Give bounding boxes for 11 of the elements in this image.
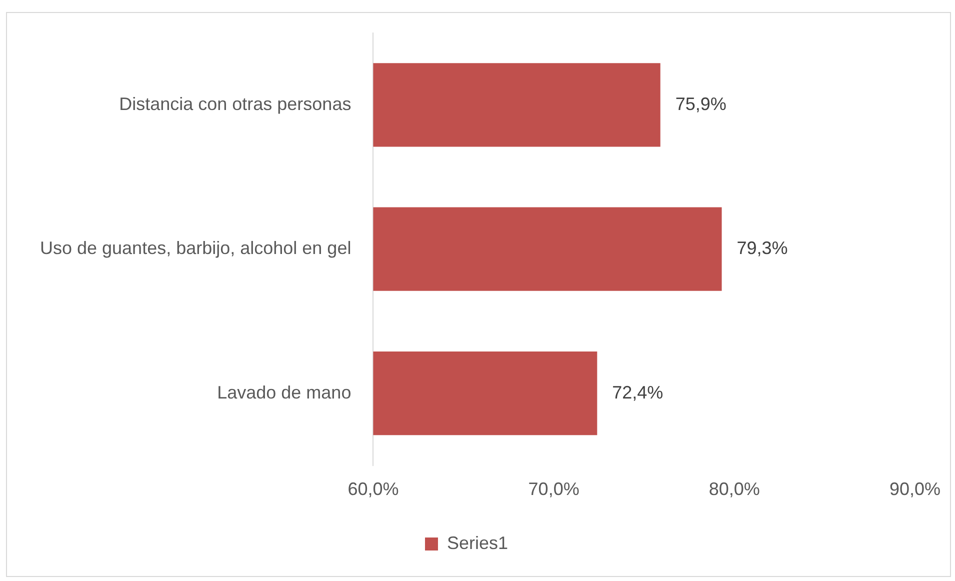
x-tick-label: 60,0% [348, 479, 399, 500]
y-tick-label: Lavado de mano [217, 382, 352, 402]
data-label: 75,9% [675, 94, 726, 114]
y-tick-label: Uso de guantes, barbijo, alcohol en gel [40, 238, 352, 258]
legend-label: Series1 [446, 532, 508, 553]
x-tick-label: 90,0% [889, 479, 941, 500]
data-label: 72,4% [612, 382, 664, 402]
x-tick-label: 80,0% [708, 479, 760, 500]
data-label: 79,3% [736, 238, 788, 258]
y-tick-label: Distancia con otras personas [119, 94, 352, 114]
x-tick-label: 70,0% [528, 479, 580, 500]
